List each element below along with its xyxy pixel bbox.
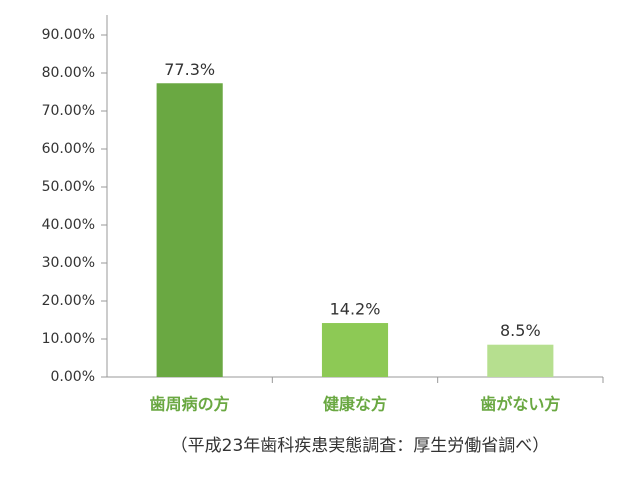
bar <box>156 83 223 377</box>
x-tick-label: 歯周病の方 <box>150 395 230 414</box>
value-label: 77.3% <box>164 60 215 79</box>
bar <box>487 344 554 377</box>
y-tick-label: 90.00% <box>42 27 95 43</box>
x-tick-label: 健康な方 <box>323 395 387 414</box>
y-tick-label: 60.00% <box>42 141 95 157</box>
y-tick-label: 40.00% <box>42 217 95 233</box>
value-label: 14.2% <box>330 300 381 319</box>
y-tick-label: 10.00% <box>42 331 95 347</box>
y-tick-label: 70.00% <box>42 103 95 119</box>
x-tick-label: 歯がない方 <box>480 395 560 414</box>
y-tick-label: 30.00% <box>42 255 95 271</box>
bar <box>321 323 389 377</box>
value-label: 8.5% <box>500 321 541 340</box>
y-tick-label: 20.00% <box>42 293 95 309</box>
y-tick-label: 80.00% <box>42 65 95 81</box>
source-note: （平成23年歯科疾患実態調査：厚生労働省調べ） <box>171 436 550 456</box>
y-tick-label: 50.00% <box>42 179 95 195</box>
y-tick-label: 0.00% <box>51 369 95 385</box>
